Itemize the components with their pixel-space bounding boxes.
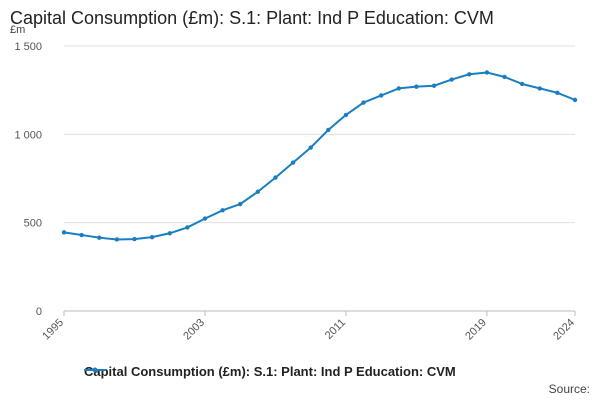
data-point-2008[interactable] (290, 160, 296, 165)
x-axis: 1995 2003 2011 2019 2024 (40, 310, 577, 343)
data-point-2011[interactable] (343, 112, 349, 118)
x-tick-label-2019: 2019 (463, 317, 489, 343)
data-point-2007[interactable] (273, 175, 278, 180)
x-tick-label-2024: 2024 (551, 317, 577, 343)
source-label: Source: (548, 382, 590, 396)
series-group (61, 70, 578, 242)
data-point-2022[interactable] (537, 86, 542, 91)
legend-line-marker (84, 367, 106, 373)
y-tick-label-1000: 1 000 (14, 129, 42, 141)
data-point-2003[interactable] (202, 216, 208, 221)
x-tick-label-1995: 1995 (40, 317, 66, 343)
x-tick-label-2003: 2003 (181, 317, 207, 343)
data-point-2024[interactable] (572, 97, 578, 103)
data-point-2015[interactable] (414, 84, 419, 89)
data-point-2013[interactable] (378, 93, 384, 98)
data-point-2012[interactable] (361, 100, 366, 105)
data-point-1998[interactable] (114, 237, 120, 242)
data-point-1999[interactable] (132, 236, 137, 242)
data-point-2014[interactable] (396, 86, 401, 91)
data-point-2020[interactable] (502, 74, 507, 80)
y-axis-unit-label: £m (10, 24, 26, 36)
data-point-1995[interactable] (61, 230, 67, 235)
data-point-2005[interactable] (238, 201, 243, 207)
y-tick-label-0: 0 (36, 306, 42, 318)
data-point-2023[interactable] (555, 90, 560, 96)
data-point-2001[interactable] (167, 231, 172, 236)
series-line-0 (63, 71, 576, 241)
data-point-2017[interactable] (449, 77, 454, 82)
data-point-2010[interactable] (326, 127, 331, 133)
y-axis-ticks: 0 500 1 000 1 500 (14, 41, 42, 318)
data-point-2004[interactable] (220, 208, 225, 213)
legend-label: Capital Consumption (£m): S.1: Plant: In… (84, 364, 456, 379)
data-point-1996[interactable] (79, 232, 84, 238)
legend: Capital Consumption (£m): S.1: Plant: In… (84, 364, 456, 379)
data-point-2021[interactable] (519, 81, 525, 87)
chart-title: Capital Consumption (£m): S.1: Plant: In… (10, 8, 494, 28)
data-point-2019[interactable] (484, 70, 490, 75)
data-point-2009[interactable] (308, 145, 313, 150)
data-point-2006[interactable] (255, 189, 261, 194)
data-point-2018[interactable] (467, 72, 472, 77)
gridlines (64, 45, 575, 312)
data-point-1997[interactable] (97, 235, 102, 240)
y-tick-label-500: 500 (24, 218, 42, 230)
data-point-2002[interactable] (185, 225, 190, 230)
x-tick-label-2011: 2011 (323, 317, 348, 342)
y-tick-label-1500: 1 500 (14, 41, 42, 53)
data-point-2016[interactable] (431, 83, 437, 88)
data-point-2000[interactable] (149, 234, 155, 240)
